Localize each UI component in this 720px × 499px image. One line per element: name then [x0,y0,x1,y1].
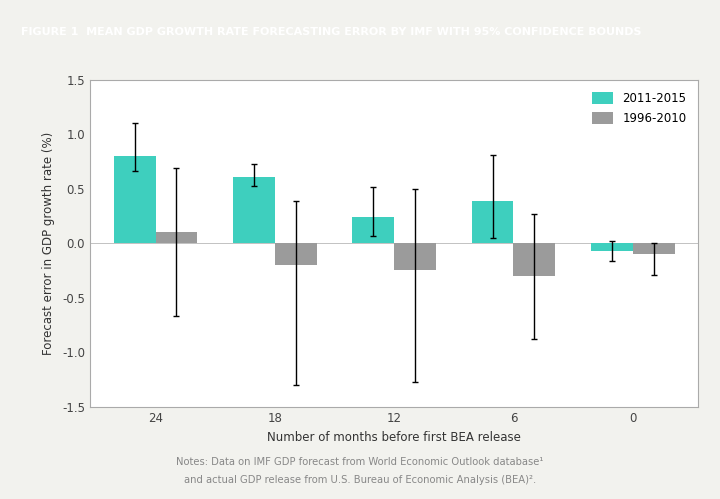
Y-axis label: Forecast error in GDP growth rate (%): Forecast error in GDP growth rate (%) [42,132,55,355]
Bar [633,244,675,254]
Bar [353,217,395,244]
Bar [156,233,197,244]
Bar [513,244,555,276]
Text: Notes: Data on IMF GDP forecast from World Economic Outlook database¹: Notes: Data on IMF GDP forecast from Wor… [176,457,544,467]
Legend: 2011-2015, 1996-2010: 2011-2015, 1996-2010 [586,86,693,131]
Bar [114,156,156,244]
Bar [591,244,633,251]
X-axis label: Number of months before first BEA release: Number of months before first BEA releas… [267,432,521,445]
Text: FIGURE 1  MEAN GDP GROWTH RATE FORECASTING ERROR BY IMF WITH 95% CONFIDENCE BOUN: FIGURE 1 MEAN GDP GROWTH RATE FORECASTIN… [22,27,642,37]
Bar [275,244,317,265]
Bar [233,177,275,244]
Text: and actual GDP release from U.S. Bureau of Economic Analysis (BEA)².: and actual GDP release from U.S. Bureau … [184,475,536,485]
Bar [472,201,513,244]
Bar [395,244,436,270]
